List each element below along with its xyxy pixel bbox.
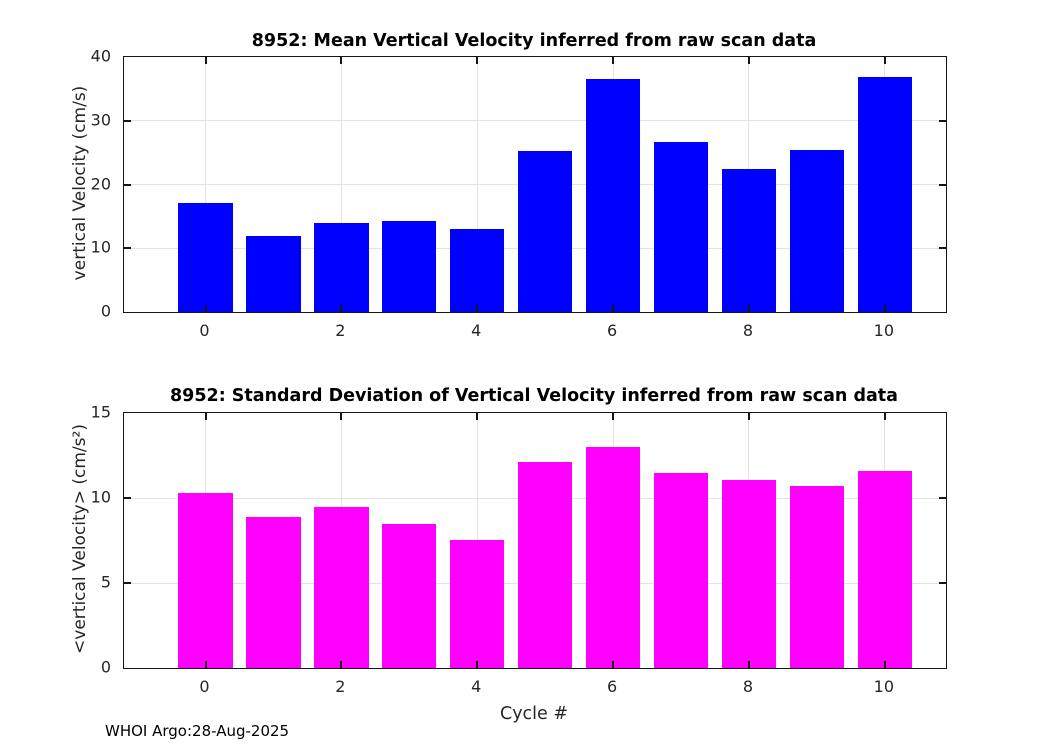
y-tick-mark bbox=[939, 247, 946, 250]
x-axis-label: Cycle # bbox=[499, 704, 569, 724]
x-tick-mark bbox=[612, 305, 615, 312]
x-tick-label: 8 bbox=[742, 677, 754, 696]
x-tick-mark bbox=[476, 661, 479, 668]
x-tick-mark bbox=[340, 413, 343, 420]
x-tick-label: 4 bbox=[471, 677, 482, 696]
x-tick-mark bbox=[747, 661, 750, 668]
mean-velocity-title: 8952: Mean Vertical Velocity inferred fr… bbox=[251, 31, 817, 51]
x-tick-mark bbox=[612, 413, 615, 420]
x-tick-label: 10 bbox=[873, 677, 895, 696]
x-tick-label: 0 bbox=[199, 321, 210, 340]
y-tick-mark bbox=[124, 183, 131, 186]
y-tick-mark bbox=[939, 183, 946, 186]
x-tick-mark bbox=[204, 305, 207, 312]
bar-cycle-0 bbox=[178, 492, 233, 668]
x-tick-mark bbox=[883, 413, 886, 420]
y-tick-mark bbox=[124, 582, 131, 585]
x-tick-mark bbox=[747, 413, 750, 420]
x-tick-label: 8 bbox=[742, 321, 754, 340]
bar-cycle-10 bbox=[857, 77, 913, 312]
bar-cycle-6 bbox=[585, 78, 641, 312]
y-tick-label: 40 bbox=[90, 46, 111, 66]
std-deviation-y-axis-label: <vertical Velocity> (cm/s²) bbox=[70, 424, 90, 654]
x-tick-mark bbox=[204, 57, 207, 64]
y-tick-mark bbox=[124, 247, 131, 250]
bar-cycle-9 bbox=[789, 150, 845, 312]
bar-cycle-5 bbox=[518, 462, 573, 668]
y-tick-mark bbox=[124, 119, 131, 122]
x-tick-mark bbox=[476, 57, 479, 64]
x-tick-mark bbox=[340, 305, 343, 312]
y-tick-label: 30 bbox=[90, 110, 111, 130]
x-tick-label: 6 bbox=[607, 677, 618, 696]
y-tick-label: 0 bbox=[100, 301, 111, 321]
bar-cycle-2 bbox=[314, 506, 369, 668]
y-tick-label: 20 bbox=[90, 174, 111, 193]
bar-cycle-6 bbox=[585, 447, 641, 668]
bar-cycle-1 bbox=[246, 236, 301, 312]
horizontal-gridline bbox=[124, 120, 946, 122]
y-tick-label: 10 bbox=[90, 237, 111, 257]
bar-cycle-4 bbox=[450, 539, 505, 668]
y-tick-label: 0 bbox=[100, 657, 111, 677]
y-tick-mark bbox=[939, 582, 946, 585]
bar-cycle-10 bbox=[857, 470, 913, 668]
x-tick-mark bbox=[612, 57, 615, 64]
std-deviation-title: 8952: Standard Deviation of Vertical Vel… bbox=[170, 386, 898, 406]
y-tick-mark bbox=[124, 497, 131, 500]
bar-cycle-0 bbox=[178, 203, 233, 312]
mean-velocity-plot-area bbox=[123, 56, 947, 313]
x-tick-mark bbox=[476, 305, 479, 312]
bar-cycle-8 bbox=[721, 168, 777, 312]
x-tick-label: 0 bbox=[199, 677, 210, 696]
y-tick-label: 15 bbox=[90, 402, 111, 422]
bar-cycle-7 bbox=[653, 473, 709, 668]
y-tick-label: 5 bbox=[100, 572, 111, 592]
bar-cycle-3 bbox=[382, 523, 437, 668]
y-tick-mark bbox=[939, 119, 946, 122]
y-tick-label: 10 bbox=[90, 487, 111, 507]
mean-velocity-y-axis-label: vertical Velocity (cm/s) bbox=[70, 85, 90, 281]
x-tick-mark bbox=[204, 661, 207, 668]
std-deviation-plot-area bbox=[123, 412, 947, 669]
x-tick-label: 6 bbox=[607, 321, 618, 340]
x-tick-label: 2 bbox=[335, 677, 346, 696]
footer-timestamp: WHOI Argo:28-Aug-2025 bbox=[105, 722, 290, 740]
bar-cycle-3 bbox=[382, 220, 437, 312]
x-tick-mark bbox=[340, 661, 343, 668]
bar-cycle-2 bbox=[314, 222, 369, 312]
x-tick-mark bbox=[883, 305, 886, 312]
x-tick-mark bbox=[340, 57, 343, 64]
x-tick-label: 10 bbox=[873, 321, 895, 340]
x-tick-mark bbox=[204, 413, 207, 420]
x-tick-mark bbox=[883, 57, 886, 64]
bar-cycle-7 bbox=[653, 142, 709, 312]
x-tick-label: 4 bbox=[471, 321, 482, 340]
x-tick-mark bbox=[883, 661, 886, 668]
bar-cycle-4 bbox=[450, 229, 505, 312]
x-tick-label: 2 bbox=[335, 321, 346, 340]
x-tick-mark bbox=[747, 305, 750, 312]
x-tick-mark bbox=[747, 57, 750, 64]
x-tick-mark bbox=[612, 661, 615, 668]
y-tick-mark bbox=[939, 497, 946, 500]
bar-cycle-5 bbox=[518, 150, 573, 312]
bar-cycle-9 bbox=[789, 486, 845, 668]
bar-cycle-1 bbox=[246, 516, 301, 668]
x-tick-mark bbox=[476, 413, 479, 420]
bar-cycle-8 bbox=[721, 480, 777, 668]
